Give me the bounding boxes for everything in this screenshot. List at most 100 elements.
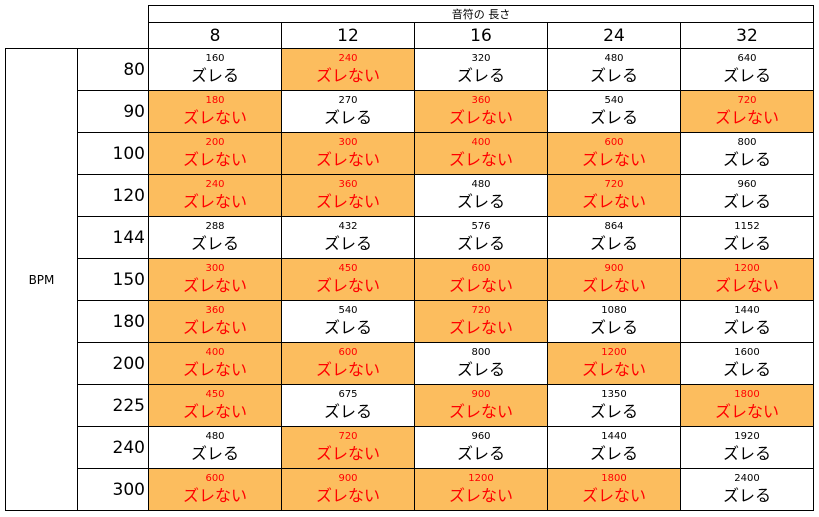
result-cell: 480 ズレる — [148, 426, 282, 469]
cell-result: ズレる — [323, 317, 372, 337]
cell-value: 900 — [471, 388, 491, 400]
result-cell: 2400 ズレる — [680, 468, 814, 511]
cell-value: 270 — [338, 94, 358, 106]
cell-result: ズレない — [714, 401, 779, 421]
cell-value: 1350 — [601, 388, 627, 400]
result-cell: 960 ズレる — [414, 426, 548, 469]
cell-value: 720 — [471, 304, 491, 316]
cell-value: 200 — [205, 136, 225, 148]
bpm-note-table: 音符の 長さ 8 12 16 24 32 BPM 80 160 ズレる 240 ズレない 320 ズレ… — [5, 5, 814, 511]
cell-result: ズレない — [182, 107, 247, 127]
result-cell: 480 ズレる — [547, 48, 681, 91]
result-cell: 1800 ズレない — [547, 468, 681, 511]
result-cell: 600 ズレない — [281, 342, 415, 385]
result-cell: 1440 ズレる — [547, 426, 681, 469]
cell-value: 800 — [737, 136, 757, 148]
result-cell: 1200 ズレない — [414, 468, 548, 511]
cell-result: ズレる — [722, 233, 771, 253]
table-row: 144 288 ズレる 432 ズレる 576 ズレる 864 ズレる 1152 ズレる — [6, 216, 814, 259]
cell-value: 600 — [471, 262, 491, 274]
cell-value: 800 — [471, 346, 491, 358]
result-cell: 540 ズレる — [547, 90, 681, 133]
cell-value: 1800 — [734, 388, 760, 400]
cell-result: ズレる — [722, 317, 771, 337]
cell-result: ズレる — [190, 443, 239, 463]
bpm-value: 225 — [77, 384, 149, 427]
table-row: 225 450 ズレない 675 ズレる 900 ズレない 1350 ズレる 1800 ズレない — [6, 384, 814, 427]
cell-result: ズレる — [722, 485, 771, 505]
result-cell: 300 ズレない — [281, 132, 415, 175]
cell-value: 450 — [205, 388, 225, 400]
result-cell: 1200 ズレない — [547, 342, 681, 385]
result-cell: 800 ズレる — [414, 342, 548, 385]
cell-value: 450 — [338, 262, 358, 274]
result-cell: 864 ズレる — [547, 216, 681, 259]
cell-value: 300 — [205, 262, 225, 274]
cell-value: 432 — [338, 220, 358, 232]
result-cell: 160 ズレる — [148, 48, 282, 91]
cell-value: 900 — [338, 472, 358, 484]
cell-value: 480 — [205, 430, 225, 442]
cell-value: 720 — [737, 94, 757, 106]
table-row: 120 240 ズレない 360 ズレない 480 ズレる 720 ズレない 960 ズレる — [6, 174, 814, 217]
result-cell: 960 ズレる — [680, 174, 814, 217]
cell-result: ズレる — [722, 65, 771, 85]
cell-result: ズレない — [315, 191, 380, 211]
column-header: 16 — [414, 22, 548, 49]
result-cell: 720 ズレない — [680, 90, 814, 133]
cell-result: ズレない — [581, 485, 646, 505]
bpm-row-label: BPM — [5, 48, 78, 511]
cell-result: ズレない — [581, 359, 646, 379]
cell-value: 360 — [338, 178, 358, 190]
result-cell: 450 ズレない — [148, 384, 282, 427]
cell-value: 300 — [338, 136, 358, 148]
cell-result: ズレない — [315, 65, 380, 85]
cell-result: ズレない — [448, 317, 513, 337]
result-cell: 180 ズレない — [148, 90, 282, 133]
result-cell: 360 ズレない — [148, 300, 282, 343]
table-row: 240 480 ズレる 720 ズレない 960 ズレる 1440 ズレる 1920 ズレる — [6, 426, 814, 469]
bpm-value: 150 — [77, 258, 149, 301]
cell-result: ズレない — [714, 275, 779, 295]
cell-result: ズレない — [315, 443, 380, 463]
cell-value: 480 — [471, 178, 491, 190]
cell-result: ズレる — [722, 191, 771, 211]
result-cell: 1600 ズレる — [680, 342, 814, 385]
table-row: 150 300 ズレない 450 ズレない 600 ズレない 900 ズレない 1200 ズレない — [6, 258, 814, 301]
cell-value: 1440 — [734, 304, 760, 316]
result-cell: 360 ズレない — [414, 90, 548, 133]
cell-result: ズレる — [190, 65, 239, 85]
cell-result: ズレる — [456, 65, 505, 85]
cell-value: 1440 — [601, 430, 627, 442]
result-cell: 720 ズレない — [281, 426, 415, 469]
result-cell: 200 ズレない — [148, 132, 282, 175]
column-header: 24 — [547, 22, 681, 49]
cell-value: 720 — [338, 430, 358, 442]
bpm-value: 100 — [77, 132, 149, 175]
result-cell: 640 ズレる — [680, 48, 814, 91]
cell-result: ズレない — [448, 485, 513, 505]
column-header: 32 — [680, 22, 814, 49]
result-cell: 400 ズレない — [148, 342, 282, 385]
cell-result: ズレない — [315, 275, 380, 295]
result-cell: 600 ズレない — [547, 132, 681, 175]
cell-value: 288 — [205, 220, 225, 232]
cell-value: 240 — [338, 52, 358, 64]
result-cell: 432 ズレる — [281, 216, 415, 259]
table-row: 90 180 ズレない 270 ズレる 360 ズレない 540 ズレる 720 ズレない — [6, 90, 814, 133]
column-header: 12 — [281, 22, 415, 49]
cell-value: 960 — [471, 430, 491, 442]
cell-value: 1200 — [601, 346, 627, 358]
result-cell: 720 ズレない — [414, 300, 548, 343]
cell-value: 1080 — [601, 304, 627, 316]
cell-result: ズレない — [448, 275, 513, 295]
result-cell: 1440 ズレる — [680, 300, 814, 343]
cell-value: 640 — [737, 52, 757, 64]
cell-result: ズレない — [315, 485, 380, 505]
cell-result: ズレない — [315, 149, 380, 169]
cell-result: ズレる — [589, 401, 638, 421]
cell-result: ズレない — [581, 149, 646, 169]
cell-result: ズレる — [589, 233, 638, 253]
cell-result: ズレる — [589, 107, 638, 127]
cell-value: 180 — [205, 94, 225, 106]
